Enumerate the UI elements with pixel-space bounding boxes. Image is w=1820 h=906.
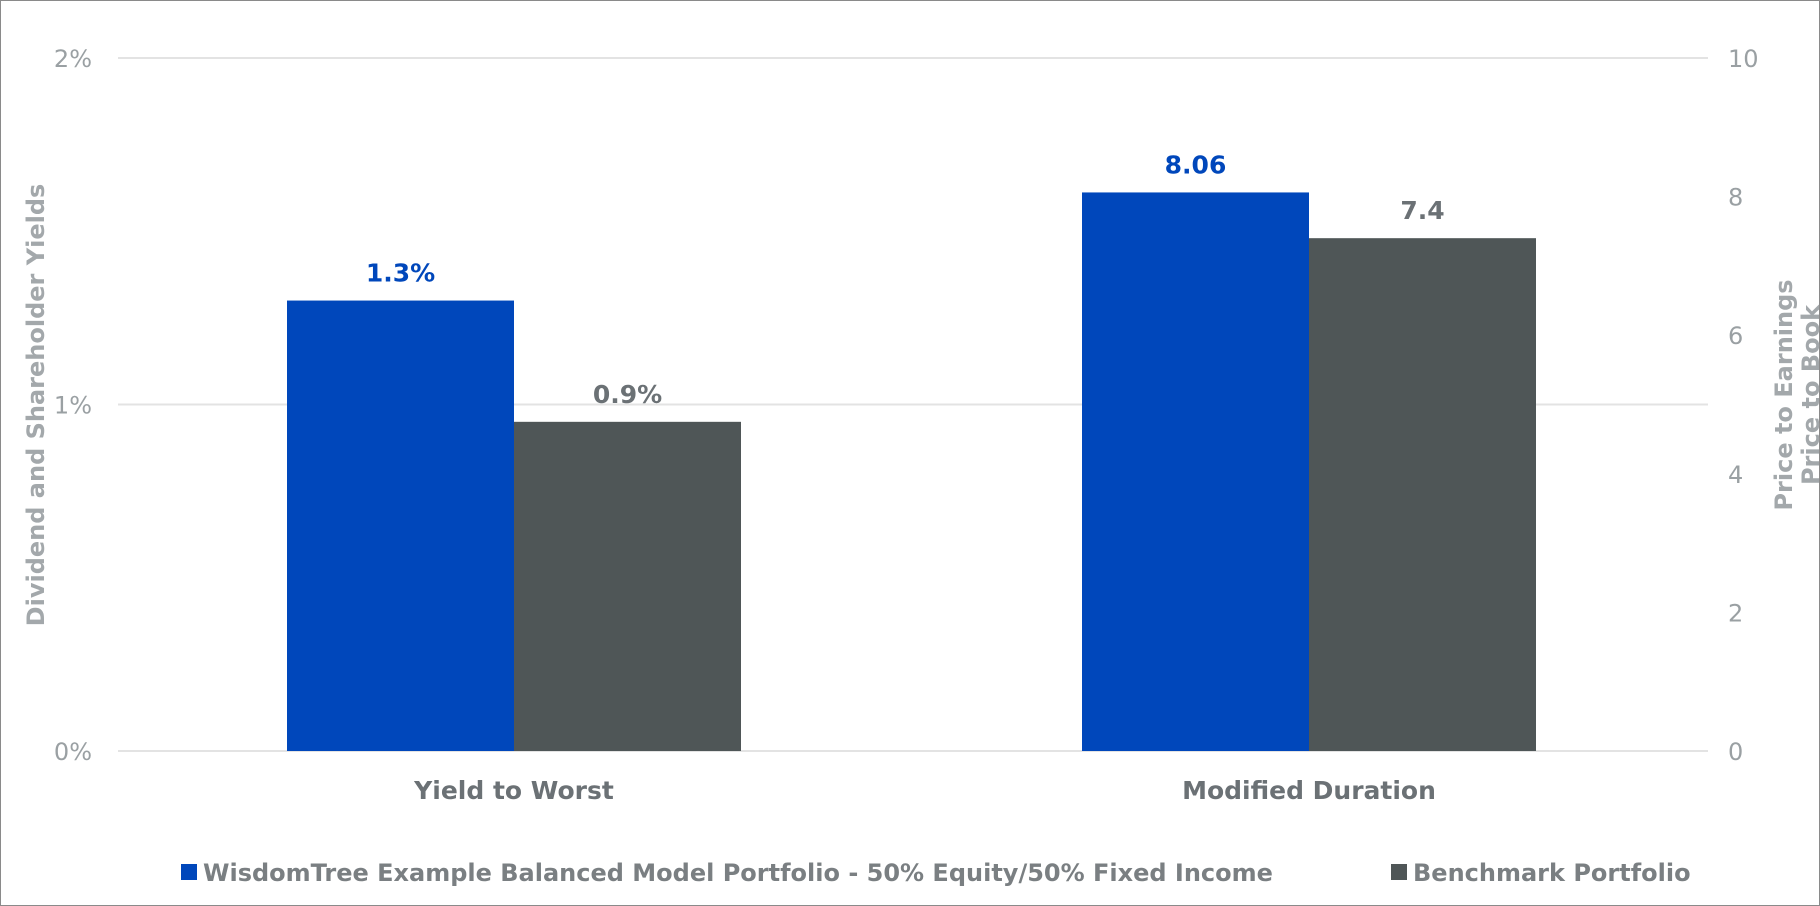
left-axis-ticks: 0% 1% 2% bbox=[54, 45, 92, 766]
data-label: 7.4 bbox=[1400, 196, 1444, 225]
legend: WisdomTree Example Balanced Model Portfo… bbox=[181, 859, 1691, 887]
category-label: Yield to Worst bbox=[413, 776, 614, 805]
data-label: 0.9% bbox=[593, 380, 662, 409]
right-axis-title-line-1: Price to Earnings bbox=[1770, 279, 1798, 510]
left-tick-label: 1% bbox=[54, 392, 92, 420]
legend-label-series-2: Benchmark Portfolio bbox=[1413, 859, 1691, 887]
category-labels: Yield to Worst Modified Duration bbox=[413, 776, 1436, 805]
left-tick-label: 0% bbox=[54, 738, 92, 766]
right-tick-label: 2 bbox=[1728, 599, 1743, 627]
legend-swatch-series-1 bbox=[181, 864, 197, 880]
left-axis-title: Dividend and Shareholder Yields bbox=[22, 184, 50, 627]
right-axis-title-line-2: Price to Book bbox=[1797, 304, 1820, 485]
right-tick-label: 10 bbox=[1728, 45, 1759, 73]
right-tick-label: 8 bbox=[1728, 184, 1743, 212]
data-label: 1.3% bbox=[366, 259, 435, 288]
bar-2-1[interactable] bbox=[514, 421, 741, 751]
category-label: Modified Duration bbox=[1182, 776, 1436, 805]
right-axis-ticks: 0 2 4 6 8 10 bbox=[1728, 45, 1759, 766]
bar-1-2[interactable] bbox=[1082, 192, 1309, 751]
legend-item-series-1[interactable]: WisdomTree Example Balanced Model Portfo… bbox=[181, 859, 1273, 887]
bar-2-2[interactable] bbox=[1309, 238, 1536, 751]
right-tick-label: 4 bbox=[1728, 461, 1743, 489]
right-tick-label: 6 bbox=[1728, 322, 1743, 350]
bar-1-1[interactable] bbox=[287, 300, 514, 751]
right-tick-label: 0 bbox=[1728, 738, 1743, 766]
data-labels: 1.3% 0.9% 8.06 7.4 bbox=[366, 150, 1445, 408]
left-tick-label: 2% bbox=[54, 45, 92, 73]
bars bbox=[287, 192, 1536, 751]
data-label: 8.06 bbox=[1165, 150, 1227, 179]
legend-label-series-1: WisdomTree Example Balanced Model Portfo… bbox=[203, 859, 1273, 887]
legend-swatch-series-2 bbox=[1391, 864, 1407, 880]
legend-item-series-2[interactable]: Benchmark Portfolio bbox=[1391, 859, 1691, 887]
right-axis-title: Price to Earnings Price to Book bbox=[1770, 279, 1820, 510]
